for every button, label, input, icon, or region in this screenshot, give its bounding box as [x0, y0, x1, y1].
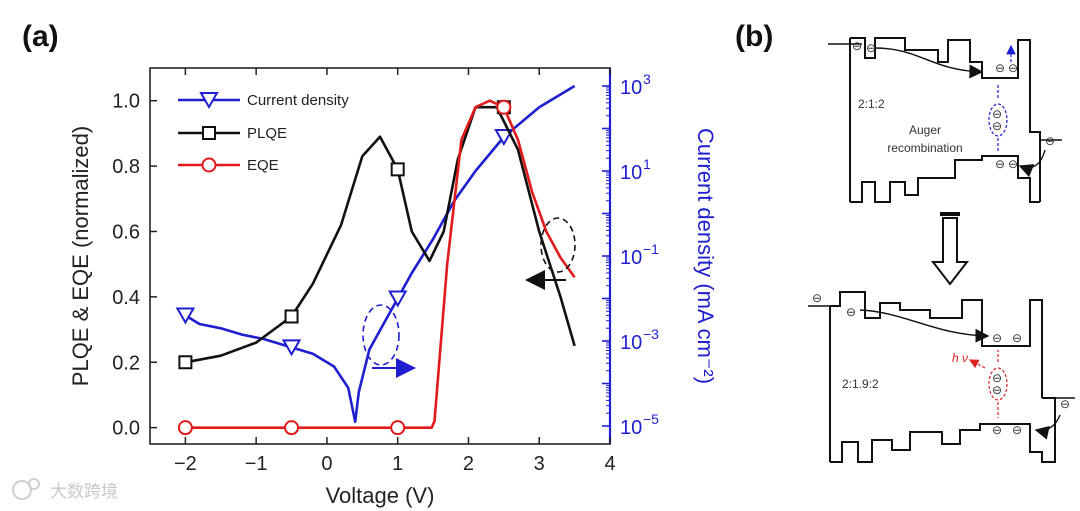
y2-tick-exponent: 1 — [643, 156, 651, 172]
bottom-hole-arrow — [1034, 414, 1061, 440]
annotation-ellipse-plqe — [540, 217, 576, 273]
y2-tick-label: 10 — [620, 162, 642, 184]
y2-tick-exponent: −1 — [643, 241, 659, 257]
y2-axis-title: Current density (mA cm⁻²) — [693, 128, 718, 384]
watermark-logo-icon — [12, 480, 32, 500]
bottom-transfer-arrow — [859, 309, 990, 343]
panel-b-label: (b) — [735, 20, 773, 53]
y-tick-label: 1.0 — [112, 91, 140, 113]
y-tick-label: 0.8 — [112, 156, 140, 178]
legend: Current density PLQE EQE — [178, 92, 349, 174]
energy-diagram-bottom: ⊖ ⊖ ⊖ ⊖ ⊖ ⊖ h ν ⊖ ⊖ ⊖ 2:1.9:2 — [808, 291, 1075, 463]
y2-tick-label: 10 — [620, 332, 642, 354]
top-ratio: 2:1:2 — [858, 97, 885, 111]
energy-diagram-top: ⊖ ⊖ ⊖ ⊖ ⊖ ⊖ ⊖ ⊖ ⊖ 2:1:2 Auger recombinat… — [828, 37, 1062, 203]
y-tick-label: 0.0 — [112, 418, 140, 440]
x-tick-label: −1 — [245, 453, 268, 475]
current-density-marker — [387, 290, 408, 308]
top-hole-injected: ⊖ — [1045, 134, 1055, 148]
panel-a-label: (a) — [22, 20, 59, 53]
bottom-exciton-hole: ⊖ — [992, 383, 1002, 397]
down-arrow-icon — [930, 217, 970, 286]
y2-tick-exponent: −5 — [643, 411, 659, 427]
legend-marker-circle — [201, 157, 217, 173]
watermark-logo-dot-icon — [28, 478, 40, 490]
annotation-ellipse-current — [362, 304, 400, 366]
plqe-marker — [178, 355, 193, 370]
y2-tick-exponent: −3 — [643, 326, 659, 342]
eqe-marker — [284, 420, 300, 436]
top-valence-band — [850, 155, 1040, 203]
bottom-electron-2: ⊖ — [846, 305, 856, 319]
y2-tick-label: 10 — [620, 247, 642, 269]
bottom-hole-injected: ⊖ — [1060, 397, 1070, 411]
top-electron-3: ⊖ — [995, 61, 1005, 75]
top-note-line2: recombination — [887, 141, 962, 155]
legend-marker-square — [202, 126, 216, 140]
top-exciton-electron: ⊖ — [992, 107, 1002, 121]
plot-frame — [149, 67, 611, 445]
eqe-marker — [496, 99, 512, 115]
eqe-marker — [390, 420, 406, 436]
legend-label-plqe: PLQE — [247, 125, 287, 142]
top-electron-1: ⊖ — [852, 39, 862, 53]
series-line-current-density — [184, 84, 576, 424]
y-tick-label: 0.4 — [112, 287, 140, 309]
x-tick-label: 3 — [534, 453, 545, 475]
top-exciton-ellipse — [988, 103, 1008, 137]
legend-label-eqe: EQE — [247, 157, 279, 174]
bottom-valence-band — [830, 397, 1056, 463]
top-transfer-arrow — [874, 47, 984, 79]
watermark: 大数跨境 — [12, 478, 118, 502]
bottom-conduction-band — [830, 291, 1043, 398]
y-tick-label: 0.2 — [112, 352, 140, 374]
photon-label: h ν — [952, 351, 968, 365]
bottom-ratio: 2:1.9:2 — [842, 377, 879, 391]
top-note-line1: Auger — [909, 123, 941, 137]
current-density-marker — [494, 129, 514, 147]
x-axis-title: Voltage (V) — [326, 483, 435, 508]
top-hole-arrow — [1018, 149, 1046, 178]
x-tick-label: 2 — [463, 453, 474, 475]
x-tick-label: −2 — [174, 453, 197, 475]
bottom-electron-3: ⊖ — [992, 331, 1002, 345]
series-line-eqe — [185, 99, 576, 429]
top-electron-4: ⊖ — [1008, 61, 1018, 75]
series-layer — [175, 84, 576, 436]
y2-tick-label: 10 — [620, 417, 642, 439]
current-density-marker — [175, 307, 196, 325]
bottom-electron-4: ⊖ — [1012, 331, 1022, 345]
photon-emission-arrow — [968, 359, 986, 369]
y-tick-label: 0.6 — [112, 221, 140, 243]
x-tick-label: 1 — [392, 453, 403, 475]
bottom-hole-1: ⊖ — [992, 423, 1002, 437]
transition-arrow — [930, 212, 970, 286]
y2-tick-label: 10 — [620, 77, 642, 99]
watermark-text: 大数跨境 — [50, 482, 118, 502]
top-conduction-band — [850, 37, 1041, 202]
top-hole-1: ⊖ — [995, 157, 1005, 171]
plqe-marker — [284, 309, 299, 324]
legend-label-current: Current density — [247, 92, 349, 109]
y2-tick-exponent: 3 — [643, 71, 651, 87]
plqe-marker — [390, 162, 405, 177]
top-exciton-hole: ⊖ — [992, 119, 1002, 133]
top-hole-2: ⊖ — [1008, 157, 1018, 171]
series-line-plqe — [185, 105, 576, 364]
tick-layer: −2 −1 0 1 2 3 40.00.20.40.60.81.010 −510 −310 −11… — [112, 68, 659, 475]
x-tick-label: 4 — [604, 453, 615, 475]
bottom-hole-2: ⊖ — [1012, 423, 1022, 437]
y-axis-title: PLQE & EQE (normalized) — [68, 126, 93, 386]
bottom-exciton-electron: ⊖ — [992, 371, 1002, 385]
x-tick-label: 0 — [321, 453, 332, 475]
top-electron-2: ⊖ — [866, 41, 876, 55]
transition-bar — [940, 212, 960, 216]
eqe-marker — [177, 420, 193, 436]
bottom-exciton-ellipse — [988, 367, 1008, 401]
legend-marker-triangle — [199, 92, 219, 110]
current-density-marker — [281, 339, 302, 357]
bottom-electron-1: ⊖ — [812, 291, 822, 305]
